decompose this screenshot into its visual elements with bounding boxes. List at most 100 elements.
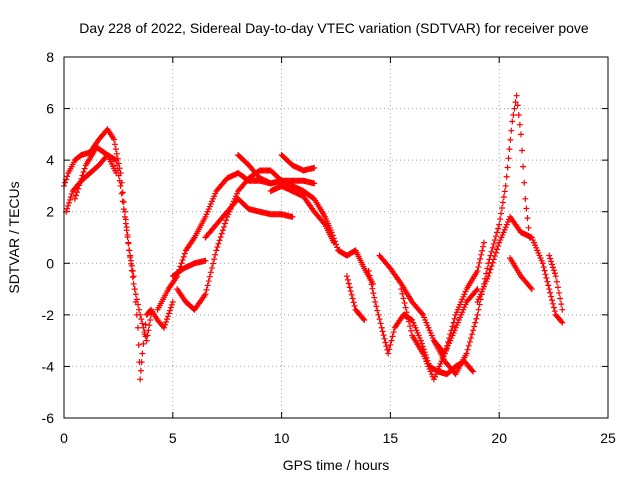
data-point: [556, 289, 563, 296]
data-point: [113, 170, 120, 177]
data-point: [207, 269, 214, 276]
x-axis-label: GPS time / hours: [283, 457, 390, 473]
data-point: [471, 323, 478, 330]
data-point: [552, 273, 559, 280]
data-point: [541, 267, 548, 274]
data-point: [369, 285, 376, 292]
data-point: [112, 146, 119, 153]
data-point: [466, 338, 473, 345]
data-point: [131, 286, 138, 293]
data-point: [524, 215, 531, 222]
x-tick-label: 10: [274, 430, 290, 446]
data-point: [373, 303, 380, 310]
data-point: [365, 268, 372, 275]
data-point: [548, 258, 555, 265]
data-point: [559, 319, 566, 326]
data-point: [488, 263, 495, 270]
data-point: [146, 322, 153, 329]
data-point: [559, 306, 566, 313]
data-point: [401, 299, 408, 306]
data-point: [554, 284, 561, 291]
data-point: [390, 329, 397, 336]
data-point: [128, 267, 135, 274]
data-point: [132, 291, 139, 298]
data-point: [205, 278, 212, 285]
data-point: [124, 233, 131, 240]
data-point: [492, 233, 499, 240]
data-point: [162, 321, 169, 328]
data-point: [217, 233, 224, 240]
data-point: [123, 227, 130, 234]
data-point: [178, 260, 185, 267]
data-point: [139, 320, 146, 327]
data-point: [406, 323, 413, 330]
data-point: [488, 248, 495, 255]
data-segment: [343, 273, 368, 324]
data-point: [386, 346, 393, 353]
data-point: [547, 289, 554, 296]
data-point: [212, 251, 219, 258]
y-tick-label: 8: [46, 49, 54, 65]
data-point: [204, 282, 211, 289]
data-point: [345, 280, 352, 287]
data-point: [135, 341, 142, 348]
data-point: [136, 306, 143, 313]
data-point: [502, 182, 509, 189]
data-point: [80, 169, 87, 176]
data-point: [513, 92, 520, 99]
data-point: [113, 150, 120, 157]
data-point: [506, 146, 513, 153]
data-point: [208, 264, 215, 271]
data-point: [74, 189, 81, 196]
data-point: [498, 210, 505, 217]
data-point: [220, 223, 227, 230]
data-point: [76, 182, 83, 189]
data-point: [375, 311, 382, 318]
data-point: [383, 343, 390, 350]
data-point: [376, 316, 383, 323]
data-point: [111, 136, 118, 143]
data-segment: [430, 92, 533, 378]
data-point: [366, 272, 373, 279]
data-point: [490, 240, 497, 247]
data-point: [540, 263, 547, 270]
data-point: [103, 151, 110, 158]
data-point: [469, 367, 476, 374]
data-point: [77, 179, 84, 186]
data-point: [551, 270, 558, 277]
data-point: [371, 294, 378, 301]
data-point: [558, 318, 565, 325]
y-tick-label: 0: [46, 255, 54, 271]
data-point: [141, 329, 148, 336]
data-point: [130, 280, 137, 287]
data-point: [372, 298, 379, 305]
y-axis-label: SDTVAR / TECUs: [6, 181, 22, 293]
data-point: [476, 259, 483, 266]
data-point: [475, 306, 482, 313]
y-tick-label: -6: [42, 410, 55, 426]
data-segment: [546, 252, 566, 313]
data-point: [223, 217, 230, 224]
data-point: [472, 319, 479, 326]
data-point: [479, 247, 486, 254]
data-point: [491, 237, 498, 244]
data-point: [480, 243, 487, 250]
data-points: [61, 92, 566, 383]
data-point: [495, 225, 502, 232]
data-point: [489, 244, 496, 251]
data-point: [525, 224, 532, 231]
data-point: [163, 319, 170, 326]
data-point: [350, 299, 357, 306]
data-segment: [154, 170, 376, 313]
data-point: [470, 327, 477, 334]
data-point: [181, 250, 188, 257]
data-point: [548, 293, 555, 300]
data-point: [494, 246, 501, 253]
data-point: [477, 255, 484, 262]
data-point: [218, 230, 225, 237]
data-point: [140, 340, 147, 347]
data-point: [485, 273, 492, 280]
data-point: [360, 315, 367, 322]
data-point: [517, 131, 524, 138]
data-point: [546, 252, 553, 259]
